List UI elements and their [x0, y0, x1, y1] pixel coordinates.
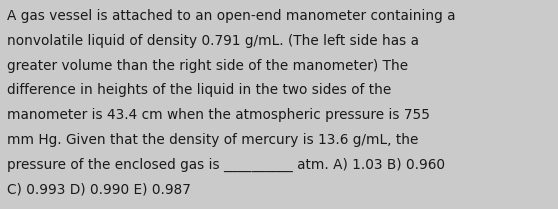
Text: nonvolatile liquid of density 0.791 g/mL. (The left side has a: nonvolatile liquid of density 0.791 g/mL…: [7, 34, 419, 48]
Text: greater volume than the right side of the manometer) The: greater volume than the right side of th…: [7, 59, 408, 73]
Text: difference in heights of the liquid in the two sides of the: difference in heights of the liquid in t…: [7, 83, 392, 97]
Text: C) 0.993 D) 0.990 E) 0.987: C) 0.993 D) 0.990 E) 0.987: [7, 182, 191, 196]
Text: manometer is 43.4 cm when the atmospheric pressure is 755: manometer is 43.4 cm when the atmospheri…: [7, 108, 430, 122]
Text: mm Hg. Given that the density of mercury is 13.6 g/mL, the: mm Hg. Given that the density of mercury…: [7, 133, 418, 147]
Text: A gas vessel is attached to an open-end manometer containing a: A gas vessel is attached to an open-end …: [7, 9, 456, 23]
Text: pressure of the enclosed gas is __________ atm. A) 1.03 B) 0.960: pressure of the enclosed gas is ________…: [7, 157, 445, 172]
